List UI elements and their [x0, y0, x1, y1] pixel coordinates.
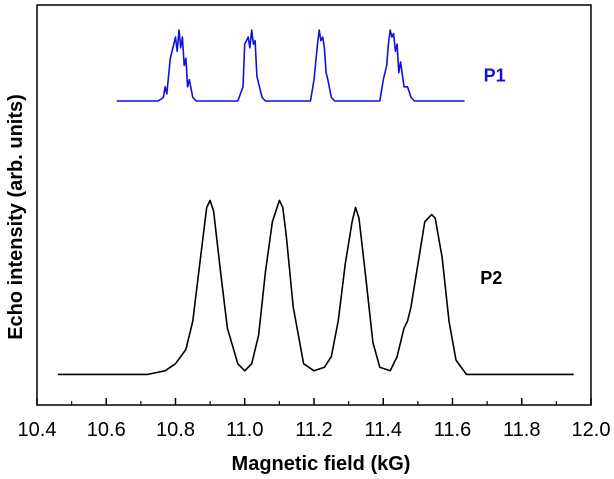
x-tick-label: 11.4: [365, 419, 402, 441]
plot-frame: [36, 4, 592, 406]
series-annotation-p1: P1: [484, 65, 506, 85]
x-tick-label: 10.8: [156, 419, 195, 441]
x-axis-ticks: 10.4 10.6 10.8 11.0 11.2 11.4 11.6 11.8 12.0: [18, 398, 611, 441]
x-tick-label: 10.4: [18, 419, 57, 441]
x-axis-title: Magnetic field (kG): [232, 453, 411, 475]
series-line-p1: [116, 29, 465, 102]
plot-border: [36, 4, 592, 406]
annotation-layer: P1 P2: [480, 65, 505, 287]
x-tick-label: 11.8: [503, 419, 540, 441]
series-layer: [57, 29, 574, 376]
x-tick-label: 10.6: [87, 419, 126, 441]
x-tick-label: 11.6: [434, 419, 471, 441]
series-line-p2: [57, 199, 574, 376]
x-tick-label: 11.0: [226, 419, 263, 441]
x-tick-label: 12.0: [572, 419, 611, 441]
y-axis-title: Echo intensity (arb. units): [5, 94, 27, 340]
x-tick-label: 11.2: [295, 419, 332, 441]
series-annotation-p2: P2: [480, 268, 502, 288]
